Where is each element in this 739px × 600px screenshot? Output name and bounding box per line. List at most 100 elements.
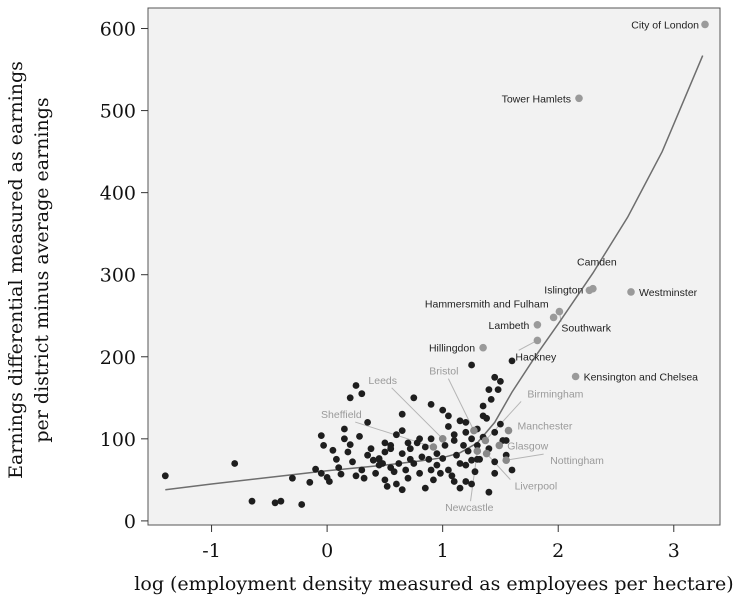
data-point: [462, 428, 470, 436]
data-point: [344, 448, 352, 456]
data-point: [453, 451, 460, 459]
y-axis-ticks: 0 100 200 300 400 500 600: [100, 19, 148, 533]
data-point: [398, 410, 406, 418]
data-point: [421, 484, 429, 492]
point-leeds: [438, 435, 447, 443]
data-point: [502, 437, 510, 444]
label-glasgow: Glasgow: [507, 440, 548, 452]
label-manchester: Manchester: [518, 421, 573, 433]
data-point: [433, 450, 441, 457]
point-newcastle: [473, 447, 482, 455]
data-point: [468, 435, 475, 443]
point-city-of-london: [701, 20, 709, 29]
point-hammersmith-and-fulham: [549, 313, 558, 322]
data-point: [421, 443, 429, 451]
data-point: [479, 402, 487, 410]
data-point: [437, 469, 444, 477]
data-point: [410, 460, 418, 467]
label-nottingham: Nottingham: [550, 455, 604, 467]
data-point: [441, 442, 449, 449]
leader-line-nottingham: [506, 453, 544, 461]
label-sheffield: Sheffield: [321, 409, 362, 421]
data-point: [364, 451, 371, 459]
data-point: [497, 378, 504, 385]
label-birmingham: Birmingham: [527, 389, 583, 401]
label-hammersmith-and-fulham: Hammersmith and Fulham: [425, 298, 549, 310]
label-newcastle: Newcastle: [445, 502, 494, 514]
label-hackney: Hackney: [515, 351, 557, 363]
data-point: [367, 445, 375, 453]
data-point: [404, 474, 412, 482]
data-point: [418, 453, 426, 461]
leader-line-leeds: [391, 387, 444, 440]
point-lambeth: [533, 321, 542, 329]
data-point: [349, 458, 356, 466]
label-tower-hamlets: Tower Hamlets: [502, 93, 571, 105]
point-manchester: [504, 426, 513, 435]
data-point: [337, 470, 345, 478]
data-point: [462, 419, 470, 426]
y-tick-label: 600: [100, 19, 136, 41]
data-point: [335, 464, 343, 471]
data-point: [485, 488, 493, 496]
data-points: [161, 357, 516, 508]
x-tick-label: 1: [437, 540, 449, 562]
data-point: [460, 442, 467, 449]
data-point: [445, 412, 452, 420]
data-point: [358, 390, 366, 398]
y-tick-label: 100: [100, 429, 136, 451]
data-point: [398, 427, 406, 434]
y-tick-label: 0: [124, 511, 136, 533]
data-point: [248, 497, 256, 505]
data-point: [479, 412, 487, 420]
data-point: [390, 468, 398, 476]
data-point: [416, 469, 423, 477]
data-point: [491, 428, 499, 436]
data-point: [425, 455, 433, 463]
data-point: [468, 456, 475, 464]
data-point: [462, 478, 470, 485]
data-point: [346, 394, 354, 402]
data-point: [473, 442, 481, 449]
data-point: [387, 445, 395, 453]
data-point: [494, 386, 502, 393]
data-point: [358, 466, 366, 474]
label-southwark: Southwark: [561, 323, 611, 335]
data-point: [410, 394, 418, 402]
data-point: [333, 455, 340, 463]
x-tick-label: 0: [321, 540, 333, 562]
data-point: [398, 486, 406, 494]
point-nottingham: [502, 456, 511, 465]
data-point: [369, 456, 377, 464]
data-point: [398, 450, 406, 457]
data-point: [439, 455, 447, 462]
data-point: [450, 431, 458, 439]
data-point: [491, 469, 499, 477]
point-kensington-and-chelsea: [571, 372, 580, 381]
data-point: [375, 455, 383, 463]
data-point: [320, 442, 327, 449]
labeled-points: City of London Tower Hamlets Camden Islingt…: [321, 19, 709, 514]
data-point: [497, 420, 504, 428]
x-tick-label: 3: [668, 540, 680, 562]
label-leeds: Leeds: [368, 375, 397, 387]
y-tick-label: 300: [100, 265, 136, 287]
data-point: [356, 433, 363, 440]
y-tick-label: 500: [100, 101, 136, 123]
label-kensington-and-chelsea: Kensington and Chelsea: [584, 372, 699, 384]
data-point: [402, 466, 410, 474]
data-point: [450, 478, 458, 485]
point-hillingdon: [479, 343, 487, 352]
point-bristol: [470, 426, 478, 435]
x-tick-label: 2: [552, 540, 564, 562]
point-tower-hamlets: [575, 94, 583, 103]
data-point: [393, 431, 400, 439]
data-point: [468, 361, 475, 369]
data-point: [372, 469, 379, 477]
data-point: [491, 458, 499, 466]
label-camden: Camden: [577, 257, 617, 269]
data-point: [352, 382, 360, 389]
data-point: [326, 478, 333, 485]
data-point: [352, 472, 360, 480]
data-point: [450, 437, 458, 444]
